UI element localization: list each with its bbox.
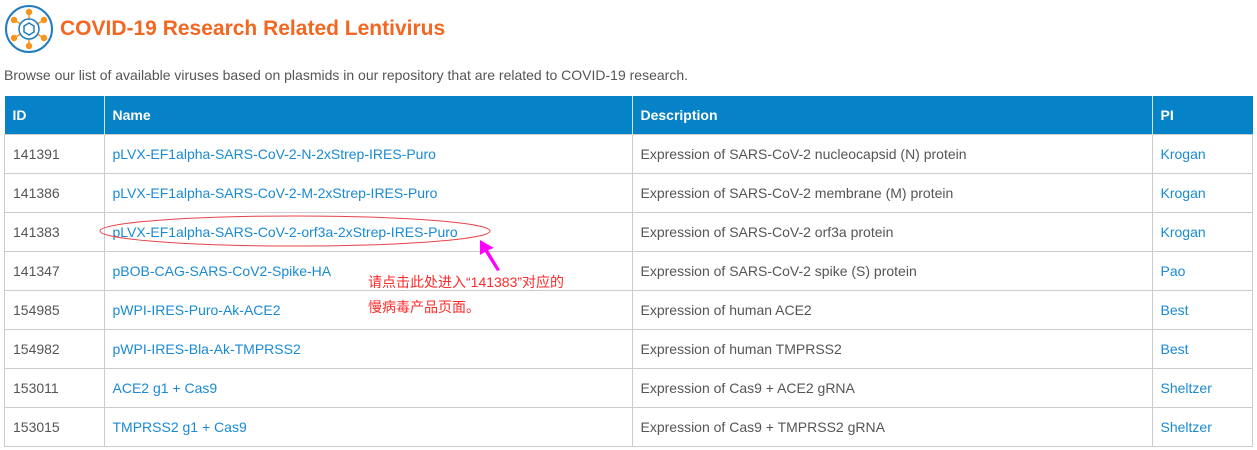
cell-pi: Krogan <box>1151 134 1253 174</box>
cell-name: pLVX-EF1alpha-SARS-CoV-2-orf3a-2xStrep-I… <box>103 212 633 252</box>
plasmid-name-link[interactable]: pBOB-CAG-SARS-CoV2-Spike-HA <box>112 263 332 279</box>
plasmid-name-link[interactable]: pLVX-EF1alpha-SARS-CoV-2-N-2xStrep-IRES-… <box>112 146 436 162</box>
cell-name: pWPI-IRES-Bla-Ak-TMPRSS2 <box>103 329 633 369</box>
annotation-line-2: 慢病毒产品页面。 <box>368 299 480 315</box>
cell-description: Expression of human ACE2 <box>631 290 1153 330</box>
cell-description: Expression of Cas9 + ACE2 gRNA <box>631 368 1153 408</box>
cell-id: 141386 <box>4 173 105 213</box>
cell-pi: Pao <box>1151 251 1253 291</box>
column-header-pi[interactable]: PI <box>1152 96 1253 135</box>
intro-text: Browse our list of available viruses bas… <box>4 67 688 83</box>
cell-id: 141391 <box>4 134 105 174</box>
column-header-name[interactable]: Name <box>104 96 633 135</box>
annotation-note: 请点击此处进入“141383”对应的 慢病毒产品页面。 <box>368 270 564 320</box>
table-row: 154982 pWPI-IRES-Bla-Ak-TMPRSS2 Expressi… <box>4 329 1253 369</box>
plasmid-name-link[interactable]: pLVX-EF1alpha-SARS-CoV-2-orf3a-2xStrep-I… <box>112 224 458 240</box>
plasmid-name-link[interactable]: pWPI-IRES-Puro-Ak-ACE2 <box>112 302 281 318</box>
plasmid-name-link[interactable]: pWPI-IRES-Bla-Ak-TMPRSS2 <box>112 341 301 357</box>
pi-link[interactable]: Krogan <box>1160 146 1206 162</box>
cell-pi: Krogan <box>1151 173 1253 213</box>
cell-description: Expression of SARS-CoV-2 nucleocapsid (N… <box>631 134 1153 174</box>
cell-description: Expression of SARS-CoV-2 spike (S) prote… <box>631 251 1153 291</box>
table-row: 154985 pWPI-IRES-Puro-Ak-ACE2 Expression… <box>4 290 1253 330</box>
cell-pi: Sheltzer <box>1151 368 1253 408</box>
table-header-row: ID Name Description PI <box>4 96 1253 135</box>
table-row: 141386 pLVX-EF1alpha-SARS-CoV-2-M-2xStre… <box>4 173 1253 213</box>
cell-name: pWPI-IRES-Puro-Ak-ACE2 <box>103 290 633 330</box>
table-row: 141391 pLVX-EF1alpha-SARS-CoV-2-N-2xStre… <box>4 134 1253 174</box>
cell-name: ACE2 g1 + Cas9 <box>103 368 633 408</box>
cell-pi: Krogan <box>1151 212 1253 252</box>
cell-description: Expression of Cas9 + TMPRSS2 gRNA <box>631 407 1153 447</box>
cell-id: 141347 <box>4 251 105 291</box>
cell-pi: Sheltzer <box>1151 407 1253 447</box>
pi-link[interactable]: Pao <box>1160 263 1186 279</box>
cell-id: 153015 <box>4 407 105 447</box>
pi-link[interactable]: Best <box>1160 302 1189 318</box>
cell-id: 141383 <box>4 212 105 252</box>
table-row: 141347 pBOB-CAG-SARS-CoV2-Spike-HA Expre… <box>4 251 1253 291</box>
table-row: 141383 pLVX-EF1alpha-SARS-CoV-2-orf3a-2x… <box>4 212 1253 252</box>
pi-link[interactable]: Krogan <box>1160 185 1206 201</box>
column-header-description[interactable]: Description <box>632 96 1153 135</box>
pi-link[interactable]: Sheltzer <box>1160 380 1212 396</box>
page-title: COVID-19 Research Related Lentivirus <box>60 17 446 40</box>
cell-description: Expression of SARS-CoV-2 orf3a protein <box>631 212 1153 252</box>
cell-pi: Best <box>1151 290 1253 330</box>
cell-id: 154985 <box>4 290 105 330</box>
plasmid-name-link[interactable]: TMPRSS2 g1 + Cas9 <box>112 419 247 435</box>
table-row: 153015 TMPRSS2 g1 + Cas9 Expression of C… <box>4 407 1253 447</box>
cell-id: 154982 <box>4 329 105 369</box>
cell-id: 153011 <box>4 368 105 408</box>
plasmid-name-link[interactable]: ACE2 g1 + Cas9 <box>112 380 218 396</box>
lentivirus-table: ID Name Description PI 141391 pLVX-EF1al… <box>4 96 1253 447</box>
cell-pi: Best <box>1151 329 1253 369</box>
pi-link[interactable]: Best <box>1160 341 1189 357</box>
plasmid-name-link[interactable]: pLVX-EF1alpha-SARS-CoV-2-M-2xStrep-IRES-… <box>112 185 438 201</box>
cell-name: pLVX-EF1alpha-SARS-CoV-2-M-2xStrep-IRES-… <box>103 173 633 213</box>
cell-description: Expression of SARS-CoV-2 membrane (M) pr… <box>631 173 1153 213</box>
annotation-line-1: 请点击此处进入“141383”对应的 <box>368 274 565 290</box>
cell-name: TMPRSS2 g1 + Cas9 <box>103 407 633 447</box>
page-header: COVID-19 Research Related Lentivirus <box>4 4 445 54</box>
virus-icon <box>5 5 53 53</box>
table-row: 153011 ACE2 g1 + Cas9 Expression of Cas9… <box>4 368 1253 408</box>
pi-link[interactable]: Krogan <box>1160 224 1206 240</box>
pi-link[interactable]: Sheltzer <box>1160 419 1212 435</box>
cell-name: pLVX-EF1alpha-SARS-CoV-2-N-2xStrep-IRES-… <box>103 134 633 174</box>
cell-description: Expression of human TMPRSS2 <box>631 329 1153 369</box>
column-header-id[interactable]: ID <box>4 96 105 135</box>
